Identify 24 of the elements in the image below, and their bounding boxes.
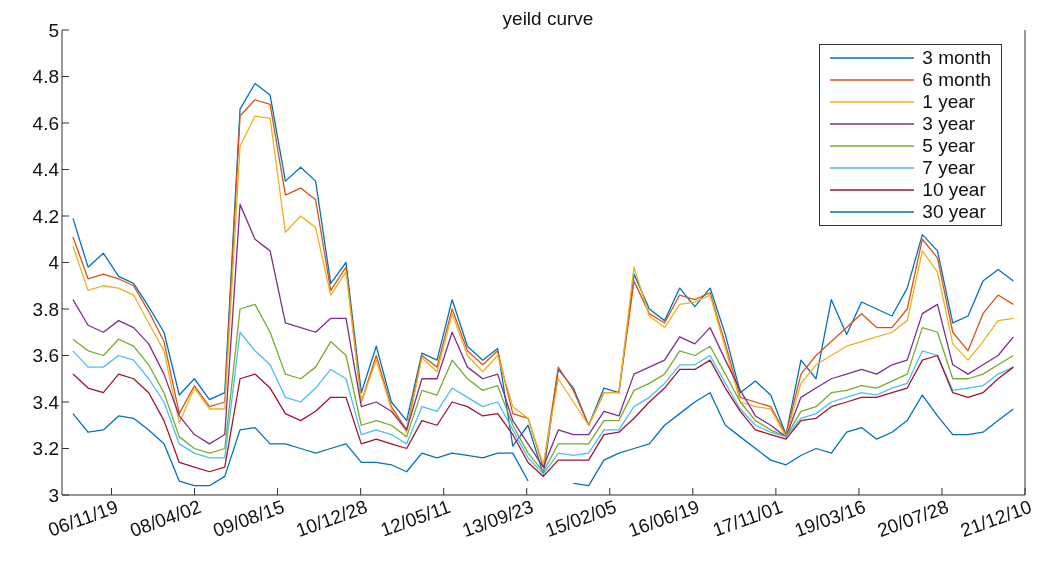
- legend-label: 3 year: [922, 113, 976, 134]
- y-tick-label: 4.2: [32, 205, 59, 227]
- legend-label: 3 month: [922, 47, 991, 68]
- y-tick-label: 4.8: [32, 66, 59, 88]
- y-tick-label: 3: [48, 484, 59, 506]
- legend-label: 1 year: [922, 91, 976, 112]
- legend-label: 6 month: [922, 69, 991, 90]
- line-series: [72, 331, 1015, 475]
- y-tick-label: 4.6: [32, 112, 59, 134]
- y-tick-label: 3.4: [32, 391, 60, 413]
- y-tick-label: 3.2: [32, 438, 59, 460]
- y-tick-label: 3.8: [32, 298, 59, 320]
- y-tick-label: 5: [48, 19, 59, 41]
- line-series: [72, 303, 1015, 473]
- y-tick-label: 4: [48, 252, 60, 274]
- legend-label: 5 year: [922, 135, 976, 156]
- line-series: [72, 203, 1015, 468]
- y-tick-label: 4.4: [32, 159, 60, 181]
- legend-label: 10 year: [922, 179, 986, 200]
- y-tick-label: 3.6: [32, 345, 59, 367]
- legend-label: 30 year: [922, 201, 986, 222]
- chart-title: yeild curve: [502, 8, 594, 29]
- legend-label: 7 year: [922, 157, 976, 178]
- line-series: [72, 354, 1015, 478]
